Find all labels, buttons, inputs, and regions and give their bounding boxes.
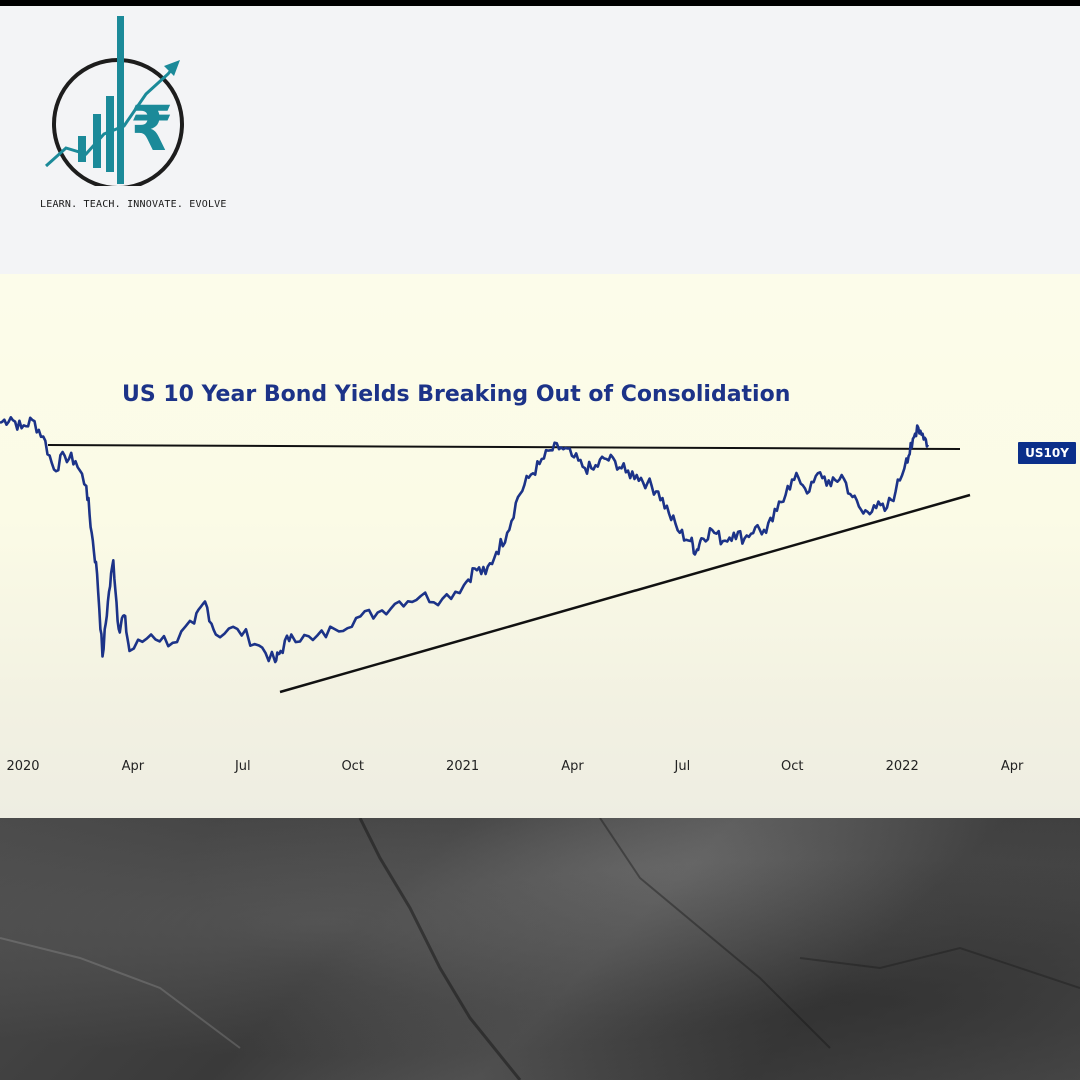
logo-symbol: ₹ [130, 92, 173, 165]
ticker-label: US10Y [1018, 442, 1076, 464]
resistance-line [47, 444, 961, 450]
x-tick-label: Oct [781, 759, 803, 774]
chart-plot: 2020 Apr Jul Oct 2021 Apr Jul Oct 2022 Apr [0, 416, 1024, 774]
x-tick-label: Apr [1001, 759, 1024, 774]
x-tick-label: 2022 [886, 759, 919, 774]
brand-tagline: LEARN. TEACH. INNOVATE. EVOLVE [40, 199, 227, 210]
brand-header: ₹ LEARN. TEACH. INNOVATE. EVOLVE [0, 6, 1080, 274]
stone-texture-background [0, 818, 1080, 1080]
x-tick-label: Oct [341, 759, 363, 774]
chart-panel: US 10 Year Bond Yields Breaking Out of C… [0, 274, 1080, 818]
rising-support-line [279, 493, 971, 694]
x-tick-label: Apr [561, 759, 584, 774]
rupee-growth-chart-logo-icon: ₹ [44, 16, 184, 186]
x-tick-label: Apr [122, 759, 145, 774]
us10y-yield-line [0, 416, 930, 664]
x-tick-label: 2020 [6, 759, 39, 774]
x-tick-label: Jul [234, 759, 251, 774]
x-tick-label: 2021 [446, 759, 479, 774]
chart-title: US 10 Year Bond Yields Breaking Out of C… [122, 382, 791, 407]
x-tick-label: Jul [674, 759, 691, 774]
top-border [0, 0, 1080, 6]
